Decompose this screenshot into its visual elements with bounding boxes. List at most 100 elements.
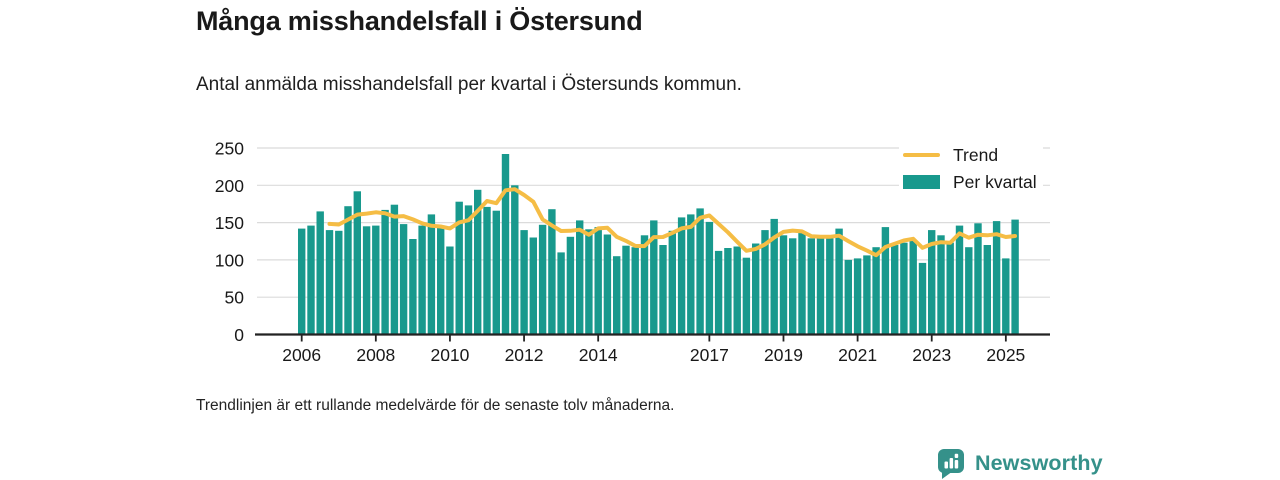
bar-2014 Q2 [603, 234, 612, 335]
bar-2010 Q4 [474, 189, 482, 335]
bar-2011 Q2 [492, 210, 500, 335]
bar-2015 Q2 [640, 235, 649, 335]
bar-2022 Q3 [909, 240, 917, 335]
bar-2017 Q3 [724, 248, 732, 335]
bar-2023 Q4 [955, 225, 964, 335]
bar-2011 Q3 [501, 154, 510, 335]
bar-2008 Q4 [399, 224, 408, 335]
bar-2025 Q2 [1011, 219, 1019, 335]
bar-2016 Q1 [668, 230, 676, 335]
bar-2013 Q3 [576, 220, 584, 335]
y-axis-label-50: 50 [225, 288, 245, 308]
trend-line [327, 187, 1018, 258]
bar-2021 Q1 [853, 258, 862, 335]
y-axis-label-250: 250 [215, 139, 244, 159]
bar-2009 Q2 [418, 225, 426, 335]
bar-2024 Q4 [992, 221, 1001, 335]
bar-2018 Q2 [752, 243, 760, 335]
bar-2009 Q3 [427, 214, 436, 335]
page-title: Många misshandelsfall i Östersund [196, 6, 643, 36]
bar-2014 Q3 [613, 256, 621, 335]
bar-2015 Q3 [650, 220, 658, 335]
bar-2018 Q4 [770, 218, 778, 335]
x-axis-label-2010: 2010 [430, 345, 469, 365]
bar-2017 Q2 [714, 250, 723, 335]
bar-2016 Q2 [677, 217, 686, 335]
bar-2020 Q4 [844, 259, 852, 335]
bar-2021 Q3 [872, 247, 880, 335]
x-axis-label-2019: 2019 [764, 345, 803, 365]
bar-2020 Q2 [826, 238, 834, 335]
bar-2006 Q3 [316, 211, 324, 335]
bar-2012 Q2 [529, 237, 537, 335]
x-axis-label-2023: 2023 [912, 345, 951, 365]
bar-2014 Q4 [622, 245, 630, 335]
x-axis-label-2008: 2008 [356, 345, 395, 365]
bar-2024 Q1 [965, 247, 973, 335]
bar-2012 Q1 [520, 230, 528, 335]
bar-2010 Q2 [455, 201, 463, 335]
y-axis-label-150: 150 [215, 213, 244, 233]
bar-2006 Q1 [298, 228, 306, 335]
x-axis-label-2017: 2017 [690, 345, 729, 365]
bar-2012 Q3 [538, 224, 547, 335]
bar-2015 Q4 [659, 245, 667, 335]
bar-2018 Q1 [742, 257, 751, 335]
bar-2014 Q1 [594, 227, 602, 335]
bar-2023 Q3 [946, 242, 954, 335]
bar-2009 Q4 [437, 227, 445, 335]
bar-2007 Q3 [353, 191, 361, 335]
trend-line-swatch-icon [903, 152, 940, 158]
bar-2007 Q2 [344, 206, 352, 335]
bar-2020 Q3 [835, 228, 843, 335]
bar-2013 Q1 [557, 252, 565, 335]
newsworthy-wordmark: Newsworthy [975, 451, 1103, 475]
bar-2024 Q3 [983, 245, 991, 335]
bar-2019 Q3 [798, 233, 806, 335]
bar-2018 Q3 [761, 230, 769, 335]
x-axis-label-2014: 2014 [579, 345, 618, 365]
bar-2011 Q1 [483, 206, 491, 335]
x-axis-label-2025: 2025 [986, 345, 1025, 365]
y-axis-label-200: 200 [215, 176, 244, 196]
y-axis-label-100: 100 [215, 250, 244, 270]
x-axis-label-2012: 2012 [505, 345, 544, 365]
bar-2015 Q1 [631, 247, 639, 335]
bar-2016 Q3 [687, 214, 695, 335]
newsworthy-icon [938, 449, 964, 479]
bar-2021 Q2 [863, 255, 871, 335]
bar-2008 Q3 [390, 204, 399, 335]
bar-2008 Q2 [381, 209, 389, 335]
trend-footnote: Trendlinjen är ett rullande medelvärde f… [196, 397, 675, 414]
y-axis-label-0: 0 [234, 325, 244, 345]
bar-2010 Q1 [446, 246, 454, 335]
bar-2023 Q1 [928, 230, 936, 335]
bar-2023 Q2 [937, 235, 945, 335]
legend-label-trend: Trend [953, 144, 999, 165]
bar-2006 Q4 [325, 230, 334, 335]
bar-2008 Q1 [372, 225, 380, 335]
chart-legend: Trend Per kvartal [899, 141, 1043, 196]
bar-2022 Q2 [900, 242, 908, 335]
bar-2016 Q4 [696, 208, 704, 335]
bar-2007 Q1 [335, 230, 343, 335]
bar-2010 Q3 [464, 205, 473, 335]
legend-label-per-kvartal: Per kvartal [953, 171, 1037, 192]
bar-2011 Q4 [511, 185, 519, 335]
bar-2019 Q4 [807, 238, 815, 335]
bar-2021 Q4 [881, 227, 890, 335]
x-axis-label-2021: 2021 [838, 345, 877, 365]
bar-2007 Q4 [362, 226, 371, 335]
bar-2012 Q4 [548, 209, 556, 335]
bar-2024 Q2 [974, 223, 982, 335]
legend-item-per-kvartal: Per kvartal [903, 170, 1037, 194]
bar-2019 Q1 [779, 235, 788, 335]
bar-2013 Q2 [566, 236, 575, 335]
bar-2022 Q4 [918, 262, 927, 335]
bar-2017 Q1 [705, 221, 714, 335]
newsworthy-logo-link[interactable]: Newsworthy [936, 447, 1103, 480]
bar-2006 Q2 [307, 225, 315, 335]
bar-2013 Q4 [585, 229, 593, 335]
bar-swatch-icon [903, 175, 940, 189]
